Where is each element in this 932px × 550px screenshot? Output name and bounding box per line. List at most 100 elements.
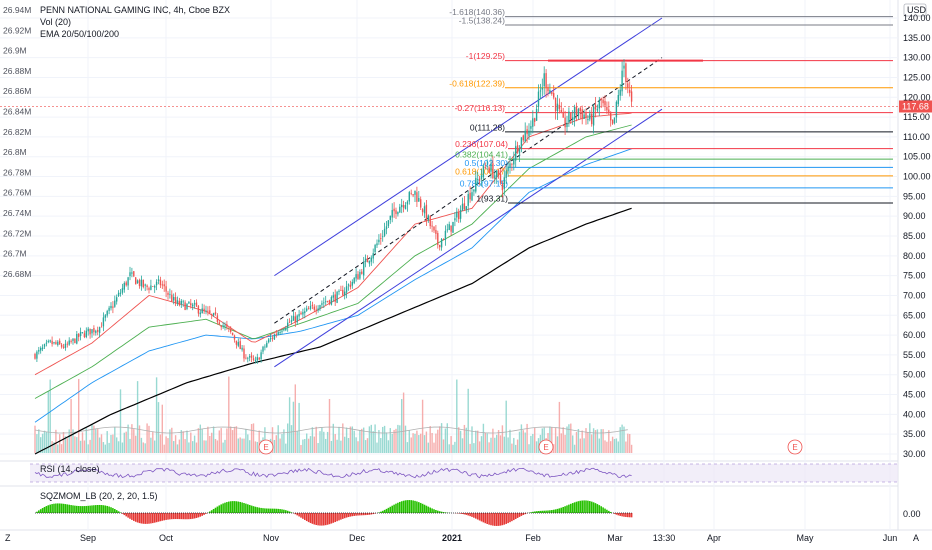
momentum-bar bbox=[43, 506, 46, 513]
time-axis[interactable]: Sep Oct Nov Dec 2021 Feb Mar 13:30 Apr May Jun bbox=[80, 533, 897, 543]
volume-bar bbox=[300, 444, 302, 453]
price-tick-label: 130.00 bbox=[903, 53, 931, 63]
volume-legend[interactable]: Vol (20) bbox=[40, 17, 71, 27]
currency-button[interactable] bbox=[903, 3, 927, 17]
momentum-bar bbox=[340, 513, 342, 520]
momentum-bar bbox=[68, 504, 70, 513]
volume-bar bbox=[467, 388, 469, 453]
volume-bar bbox=[573, 444, 576, 453]
momentum-bar bbox=[106, 505, 108, 513]
volume-bar bbox=[370, 424, 372, 453]
volume-bar bbox=[116, 437, 118, 453]
volume-bar bbox=[387, 440, 390, 453]
candle-body bbox=[414, 190, 416, 195]
candle-body bbox=[328, 300, 331, 304]
volume-bar bbox=[243, 438, 245, 453]
momentum-bar bbox=[573, 502, 576, 513]
momentum-bar bbox=[418, 502, 420, 513]
volume-bar bbox=[617, 441, 619, 453]
fib-upper-label: -1.5(138.24) bbox=[459, 15, 505, 25]
momentum-label[interactable]: SQZMOM_LB (20, 2, 20, 1.5) bbox=[40, 491, 158, 501]
volume-bar bbox=[564, 434, 566, 453]
volume-bar bbox=[298, 402, 300, 453]
candle-body bbox=[155, 281, 158, 286]
momentum-bar bbox=[91, 505, 93, 513]
candle-body bbox=[64, 343, 67, 348]
candle-body bbox=[570, 112, 572, 120]
candle-body bbox=[399, 206, 401, 213]
momentum-bar bbox=[490, 513, 492, 526]
volume-bar bbox=[503, 436, 505, 453]
momentum-bar bbox=[613, 513, 616, 514]
volume-bar bbox=[34, 425, 36, 453]
volume-bar bbox=[395, 428, 397, 453]
candle-body bbox=[351, 281, 353, 286]
volume-bar bbox=[372, 431, 374, 453]
volume-bar bbox=[36, 434, 38, 453]
volume-bar bbox=[516, 439, 519, 453]
ema-legend[interactable]: EMA 20/50/100/200 bbox=[40, 29, 119, 39]
volume-bar bbox=[402, 392, 405, 453]
volume-bar bbox=[307, 438, 310, 453]
candle-body bbox=[174, 297, 177, 304]
candle-body bbox=[511, 163, 513, 165]
volume-bar bbox=[611, 436, 614, 453]
timezone-toggle-z[interactable]: Z bbox=[5, 533, 11, 543]
candle-body bbox=[313, 306, 315, 310]
candle-body bbox=[40, 347, 42, 351]
momentum-bar bbox=[560, 507, 563, 513]
volume-tick-label: 26.9M bbox=[3, 46, 27, 56]
momentum-bar bbox=[347, 513, 350, 518]
momentum-bar bbox=[83, 506, 86, 513]
volume-bar bbox=[178, 439, 181, 453]
momentum-bar bbox=[438, 511, 441, 513]
candle-body bbox=[439, 244, 441, 248]
candle-body bbox=[587, 119, 589, 121]
price-axis[interactable]: 140.00 135.00 130.00 125.00 120.00 115.00 110.… bbox=[903, 13, 931, 459]
volume-bar bbox=[553, 444, 555, 453]
candle-body bbox=[159, 279, 162, 286]
volume-bar bbox=[416, 430, 418, 453]
momentum-bar bbox=[188, 513, 190, 520]
candle-body bbox=[471, 192, 473, 201]
auto-scale-toggle-a[interactable]: A bbox=[913, 533, 919, 543]
chart-title[interactable]: PENN NATIONAL GAMING INC, 4h, Cboe BZX bbox=[40, 5, 230, 15]
volume-bar bbox=[583, 438, 585, 453]
grid-lines bbox=[0, 0, 898, 530]
candle-body bbox=[382, 236, 384, 238]
time-tick-label: 2021 bbox=[442, 533, 462, 543]
volume-bar bbox=[304, 438, 306, 453]
momentum-bar bbox=[459, 513, 462, 514]
volume-bar bbox=[114, 427, 116, 453]
price-tick-label: 85.00 bbox=[903, 231, 926, 241]
momentum-bar bbox=[285, 510, 287, 513]
currency-label[interactable]: USD bbox=[907, 5, 927, 15]
candle-body bbox=[410, 192, 412, 194]
rsi-label[interactable]: RSI (14, close) bbox=[40, 464, 100, 474]
candle-body bbox=[374, 245, 376, 252]
momentum-bar bbox=[305, 513, 308, 522]
volume-bar bbox=[121, 442, 124, 453]
volume-bar bbox=[524, 432, 526, 453]
candle-body bbox=[247, 357, 249, 359]
volume-bar bbox=[125, 431, 127, 453]
momentum-bar bbox=[321, 513, 323, 526]
volume-bar bbox=[602, 429, 604, 453]
fibonacci-levels[interactable]: -1.618(140.36)-1.5(138.24) -1(129.25) -0.6… bbox=[0, 7, 898, 204]
volume-bar bbox=[165, 436, 167, 453]
momentum-bar bbox=[505, 513, 507, 524]
candle-body bbox=[427, 215, 429, 221]
volume-bar bbox=[205, 440, 207, 453]
momentum-bar bbox=[410, 500, 412, 513]
volume-bar bbox=[359, 430, 361, 453]
candle-body bbox=[138, 280, 141, 287]
volume-bar bbox=[478, 441, 481, 453]
volume-bar bbox=[336, 439, 338, 453]
candle-body bbox=[437, 233, 439, 246]
volume-bar bbox=[439, 426, 441, 453]
candle-body bbox=[133, 271, 135, 277]
candle-body bbox=[530, 126, 532, 129]
price-tick-label: 140.00 bbox=[903, 13, 931, 23]
